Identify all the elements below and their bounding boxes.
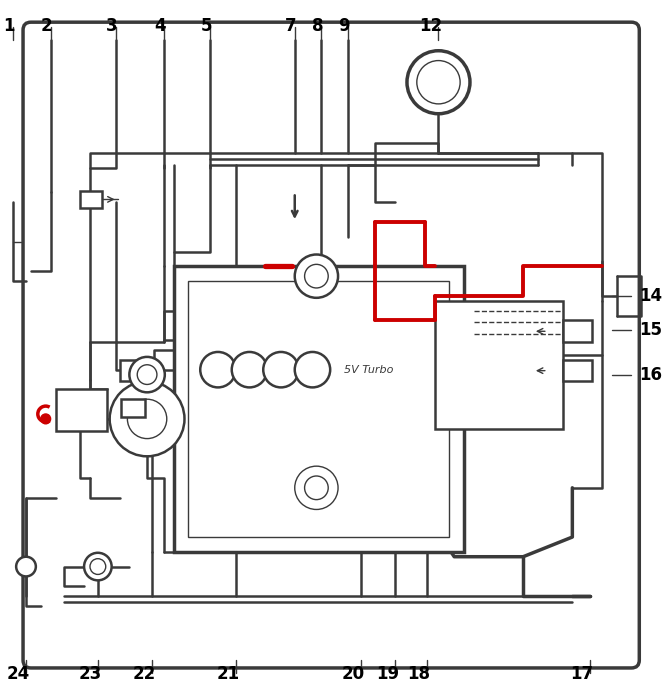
Text: 1: 1: [3, 17, 15, 35]
Circle shape: [304, 476, 328, 500]
Circle shape: [263, 352, 298, 387]
Circle shape: [200, 352, 236, 387]
Bar: [119, 360, 147, 382]
Text: 3: 3: [106, 17, 117, 35]
Text: 2: 2: [41, 17, 53, 35]
Text: 21: 21: [216, 665, 239, 683]
Text: 8: 8: [312, 17, 323, 35]
Circle shape: [129, 357, 165, 392]
Bar: [188, 281, 450, 537]
Bar: [563, 320, 592, 342]
Circle shape: [16, 556, 36, 577]
Text: 12: 12: [419, 17, 442, 35]
Text: 9: 9: [338, 17, 350, 35]
Text: 20: 20: [341, 665, 364, 683]
Text: 15: 15: [639, 322, 662, 339]
Circle shape: [110, 382, 184, 456]
Text: 17: 17: [571, 665, 594, 683]
Circle shape: [41, 414, 51, 424]
Text: 16: 16: [639, 366, 662, 384]
Circle shape: [295, 466, 338, 510]
Bar: [563, 360, 592, 382]
Circle shape: [417, 61, 460, 104]
Bar: [55, 389, 107, 431]
Text: 5: 5: [200, 17, 212, 35]
Text: 22: 22: [133, 665, 156, 683]
Bar: [174, 266, 464, 552]
Circle shape: [232, 352, 267, 387]
Circle shape: [90, 559, 106, 575]
Bar: [434, 301, 563, 428]
Text: 5V Turbo: 5V Turbo: [344, 365, 394, 375]
Bar: [121, 399, 145, 417]
Text: 18: 18: [408, 665, 430, 683]
Circle shape: [137, 365, 157, 384]
Text: 19: 19: [376, 665, 399, 683]
Circle shape: [127, 399, 166, 438]
Text: 24: 24: [7, 665, 30, 683]
Circle shape: [304, 264, 328, 288]
Text: 7: 7: [285, 17, 296, 35]
Circle shape: [84, 553, 112, 580]
Text: 14: 14: [639, 287, 663, 305]
Text: 23: 23: [79, 665, 102, 683]
Bar: [80, 191, 102, 208]
FancyBboxPatch shape: [23, 22, 639, 668]
Text: 4: 4: [154, 17, 166, 35]
Circle shape: [295, 254, 338, 298]
Circle shape: [295, 352, 330, 387]
Circle shape: [407, 51, 470, 114]
